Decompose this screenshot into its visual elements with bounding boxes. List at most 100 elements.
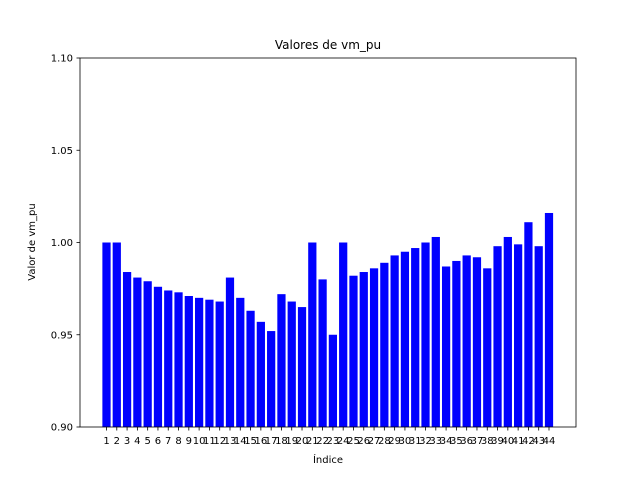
x-tick-label: 1 (103, 436, 109, 447)
bar-44 (544, 212, 554, 427)
bar-16 (256, 321, 265, 427)
x-tick-label: 44 (543, 436, 556, 447)
x-tick-label: 25 (347, 436, 360, 447)
y-axis: 0.90 0.95 1.00 1.05 1.10 (51, 54, 80, 434)
x-tick-label: 14 (234, 436, 247, 447)
x-tick-label: 9 (186, 436, 192, 447)
x-tick-label: 35 (450, 436, 463, 447)
bar-42 (524, 222, 533, 427)
bar-39 (493, 246, 502, 427)
x-tick-label: 22 (316, 436, 329, 447)
bar-34 (441, 266, 451, 427)
x-tick-label: 32 (419, 436, 432, 447)
bar-10 (195, 297, 204, 427)
bar-33 (431, 236, 440, 427)
bar-43 (534, 246, 543, 427)
bar-30 (400, 251, 410, 427)
x-tick-label: 13 (224, 436, 237, 447)
bar-28 (380, 262, 389, 427)
y-tick-label: 0.90 (51, 423, 73, 434)
x-tick-label: 4 (134, 436, 140, 447)
bar-3 (122, 272, 132, 427)
bar-2 (112, 242, 121, 427)
chart-title: Valores de vm_pu (275, 38, 381, 52)
x-tick-label: 11 (203, 436, 216, 447)
x-tick-label: 39 (491, 436, 504, 447)
bar-4 (133, 277, 142, 427)
x-tick-label: 40 (501, 436, 514, 447)
y-tick-label: 1.05 (51, 146, 73, 157)
x-tick-label: 16 (254, 436, 267, 447)
bar-7 (164, 290, 173, 427)
x-tick-label: 7 (165, 436, 171, 447)
x-tick-label: 23 (327, 436, 340, 447)
bar-21 (308, 242, 317, 427)
x-tick-label: 31 (409, 436, 422, 447)
x-tick-label: 18 (275, 436, 288, 447)
bar-14 (236, 297, 245, 427)
bars-group (102, 212, 554, 427)
bar-27 (369, 268, 379, 427)
x-tick-label: 21 (306, 436, 319, 447)
x-tick-label: 30 (399, 436, 412, 447)
x-tick-label: 26 (357, 436, 370, 447)
x-tick-label: 12 (213, 436, 226, 447)
x-tick-label: 2 (114, 436, 120, 447)
bar-11 (205, 299, 214, 427)
bar-25 (349, 275, 358, 427)
x-tick-label: 38 (481, 436, 494, 447)
bar-31 (411, 248, 420, 427)
bar-18 (277, 294, 286, 427)
x-axis: 1 2 3 4 5 6 7 8 9 1011121314151617181920212223242… (103, 427, 555, 447)
bar-8 (174, 292, 183, 427)
bar-41 (514, 244, 523, 427)
bar-12 (215, 301, 224, 427)
bar-23 (328, 334, 338, 427)
bar-5 (143, 281, 152, 427)
y-tick-label: 0.95 (51, 330, 73, 341)
bar-13 (225, 277, 235, 427)
x-tick-label: 33 (429, 436, 442, 447)
x-tick-label: 36 (460, 436, 473, 447)
x-tick-label: 24 (337, 436, 350, 447)
x-tick-label: 29 (388, 436, 401, 447)
y-tick-label: 1.00 (51, 238, 73, 249)
bar-6 (153, 286, 163, 427)
bar-26 (359, 272, 368, 427)
y-tick-label: 1.10 (51, 54, 73, 65)
x-tick-label: 6 (155, 436, 161, 447)
bar-19 (287, 301, 296, 427)
x-tick-label: 27 (368, 436, 381, 447)
x-tick-label: 37 (471, 436, 484, 447)
bar-38 (483, 268, 492, 427)
bar-22 (318, 279, 327, 427)
bar-40 (503, 236, 512, 427)
x-axis-label: Índice (313, 453, 343, 466)
x-tick-label: 42 (522, 436, 535, 447)
bar-37 (472, 257, 482, 427)
y-axis-label: Valor de vm_pu (27, 203, 38, 280)
bar-1 (102, 242, 111, 427)
x-tick-label: 15 (244, 436, 257, 447)
x-tick-label: 17 (265, 436, 278, 447)
x-tick-label: 34 (440, 436, 453, 447)
x-tick-label: 8 (175, 436, 181, 447)
bar-24 (339, 242, 348, 427)
x-tick-label: 41 (512, 436, 525, 447)
x-tick-label: 20 (296, 436, 309, 447)
bar-29 (390, 255, 399, 427)
x-tick-label: 28 (378, 436, 391, 447)
bar-35 (452, 260, 461, 427)
bar-17 (267, 331, 276, 427)
bar-20 (297, 307, 307, 427)
bar-15 (246, 310, 255, 427)
x-tick-label: 3 (124, 436, 130, 447)
bar-9 (184, 296, 193, 427)
x-tick-label: 5 (144, 436, 150, 447)
x-tick-label: 19 (285, 436, 298, 447)
x-tick-label: 43 (532, 436, 545, 447)
bar-36 (462, 255, 471, 427)
bar-32 (421, 242, 430, 427)
x-tick-label: 10 (193, 436, 206, 447)
